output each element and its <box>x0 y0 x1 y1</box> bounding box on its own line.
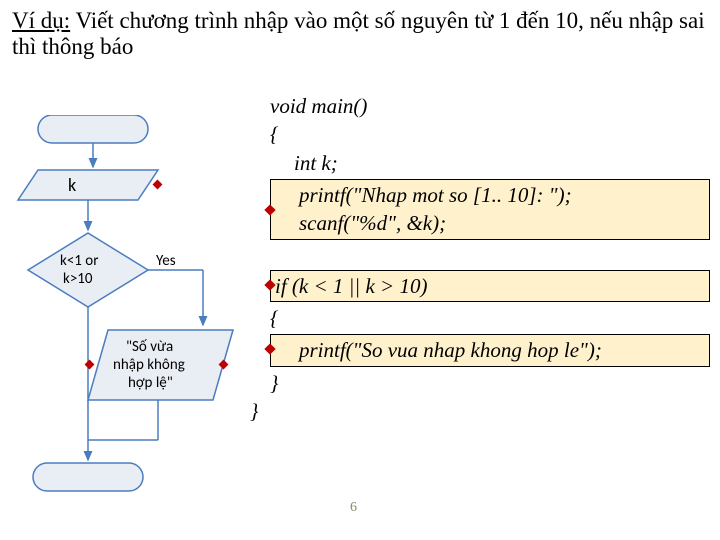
code-line: void main() <box>270 92 710 120</box>
code-line: printf("Nhap mot so [1.. 10]: "); <box>299 181 705 209</box>
code-line: { <box>270 120 710 148</box>
connector-icon <box>264 204 275 215</box>
flow-msg-l2: nhập không <box>113 356 185 374</box>
flow-input-label: k <box>68 174 76 196</box>
flow-msg-l3: hợp lệ" <box>128 374 173 392</box>
code-line: int k; <box>294 149 710 177</box>
code-block: void main() { int k; printf("Nhap mot so… <box>270 92 710 425</box>
code-line: } <box>270 369 710 397</box>
code-line: } <box>250 397 710 425</box>
title-label: Ví dụ: <box>12 8 70 33</box>
flow-msg-l1: "Số vừa <box>126 338 173 356</box>
code-line: { <box>270 304 710 332</box>
connector-icon <box>264 279 275 290</box>
code-line: if (k < 1 || k > 10) <box>275 272 705 300</box>
connector-icon <box>264 344 275 355</box>
page-number: 6 <box>350 500 357 516</box>
flow-cond-l2: k>10 <box>63 270 93 288</box>
exercise-title: Ví dụ: Viết chương trình nhập vào một số… <box>0 0 720 61</box>
code-line: printf("So vua nhap khong hop le"); <box>299 336 705 364</box>
flowchart: k k<1 or k>10 Yes "Số vừa nhập không hợp… <box>8 115 258 495</box>
code-line: scanf("%d", &k); <box>299 209 705 237</box>
title-text: Viết chương trình nhập vào một số nguyên… <box>12 8 705 59</box>
flow-yes-label: Yes <box>156 252 176 270</box>
flow-cond-l1: k<1 or <box>60 252 98 270</box>
